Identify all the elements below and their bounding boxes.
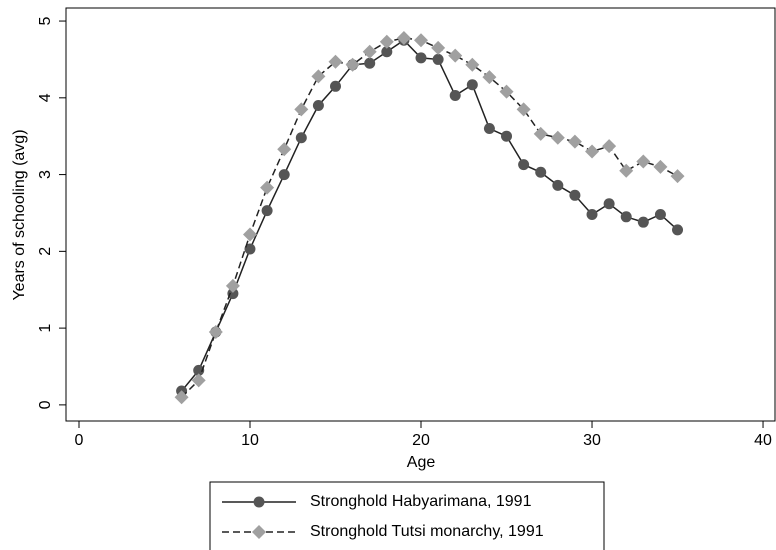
y-tick-label: 5 bbox=[37, 17, 54, 26]
marker bbox=[619, 163, 634, 178]
marker bbox=[585, 144, 600, 159]
x-axis-label: Age bbox=[407, 454, 436, 471]
marker bbox=[449, 90, 461, 102]
legend-label: Stronghold Habyarimana, 1991 bbox=[310, 493, 532, 510]
marker bbox=[225, 278, 240, 293]
x-tick-label: 40 bbox=[754, 432, 772, 449]
marker bbox=[586, 209, 598, 220]
y-tick-label: 4 bbox=[37, 93, 54, 102]
marker bbox=[328, 54, 343, 69]
marker bbox=[533, 126, 548, 141]
marker bbox=[482, 70, 497, 85]
x-tick-label: 10 bbox=[241, 432, 259, 449]
legend-label: Stronghold Tutsi monarchy, 1991 bbox=[310, 523, 544, 540]
marker bbox=[260, 180, 275, 195]
marker bbox=[432, 53, 444, 65]
marker bbox=[466, 79, 478, 91]
x-tick-label: 30 bbox=[583, 432, 601, 449]
y-tick-label: 1 bbox=[37, 324, 54, 333]
marker bbox=[277, 142, 292, 157]
marker bbox=[535, 166, 547, 178]
marker bbox=[381, 46, 393, 58]
marker bbox=[312, 99, 324, 111]
marker bbox=[501, 130, 513, 142]
legend-marker bbox=[253, 496, 265, 508]
marker bbox=[396, 30, 411, 45]
marker bbox=[654, 209, 666, 220]
marker bbox=[227, 288, 239, 300]
marker bbox=[243, 227, 258, 242]
marker bbox=[653, 159, 668, 174]
marker bbox=[569, 189, 581, 201]
marker bbox=[362, 44, 377, 59]
y-tick-label: 3 bbox=[37, 170, 54, 179]
marker bbox=[465, 57, 480, 72]
marker bbox=[431, 40, 446, 55]
legend-marker bbox=[252, 525, 266, 539]
marker bbox=[516, 102, 531, 117]
marker bbox=[603, 198, 615, 210]
marker bbox=[364, 57, 376, 69]
marker bbox=[448, 48, 463, 63]
marker bbox=[379, 34, 394, 49]
y-tick-label: 0 bbox=[37, 400, 54, 409]
series-line bbox=[181, 39, 679, 392]
y-tick-label: 2 bbox=[37, 247, 54, 256]
marker bbox=[637, 216, 649, 228]
marker bbox=[294, 102, 309, 117]
marker bbox=[602, 139, 617, 154]
marker bbox=[518, 159, 530, 171]
x-tick-label: 0 bbox=[75, 432, 84, 449]
marker bbox=[550, 130, 565, 145]
marker bbox=[295, 132, 307, 144]
marker bbox=[499, 84, 514, 99]
marker bbox=[483, 123, 495, 135]
marker bbox=[244, 243, 256, 255]
marker bbox=[567, 134, 582, 149]
marker bbox=[552, 179, 564, 191]
marker bbox=[261, 205, 273, 217]
marker bbox=[620, 211, 632, 223]
y-axis-label: Years of schooling (avg) bbox=[11, 129, 28, 300]
marker bbox=[414, 33, 429, 48]
marker bbox=[278, 169, 290, 181]
marker bbox=[415, 52, 427, 64]
marker bbox=[330, 80, 342, 92]
marker bbox=[636, 154, 651, 169]
marker bbox=[311, 69, 326, 84]
marker bbox=[672, 224, 684, 236]
marker bbox=[191, 373, 206, 388]
plot-frame bbox=[65, 7, 776, 422]
marker bbox=[174, 390, 189, 405]
marker bbox=[670, 169, 685, 184]
x-tick-label: 20 bbox=[412, 432, 430, 449]
legend-box bbox=[209, 481, 605, 550]
series-line bbox=[181, 37, 678, 398]
marker bbox=[193, 364, 205, 376]
marker bbox=[208, 324, 223, 339]
marker bbox=[345, 57, 360, 72]
